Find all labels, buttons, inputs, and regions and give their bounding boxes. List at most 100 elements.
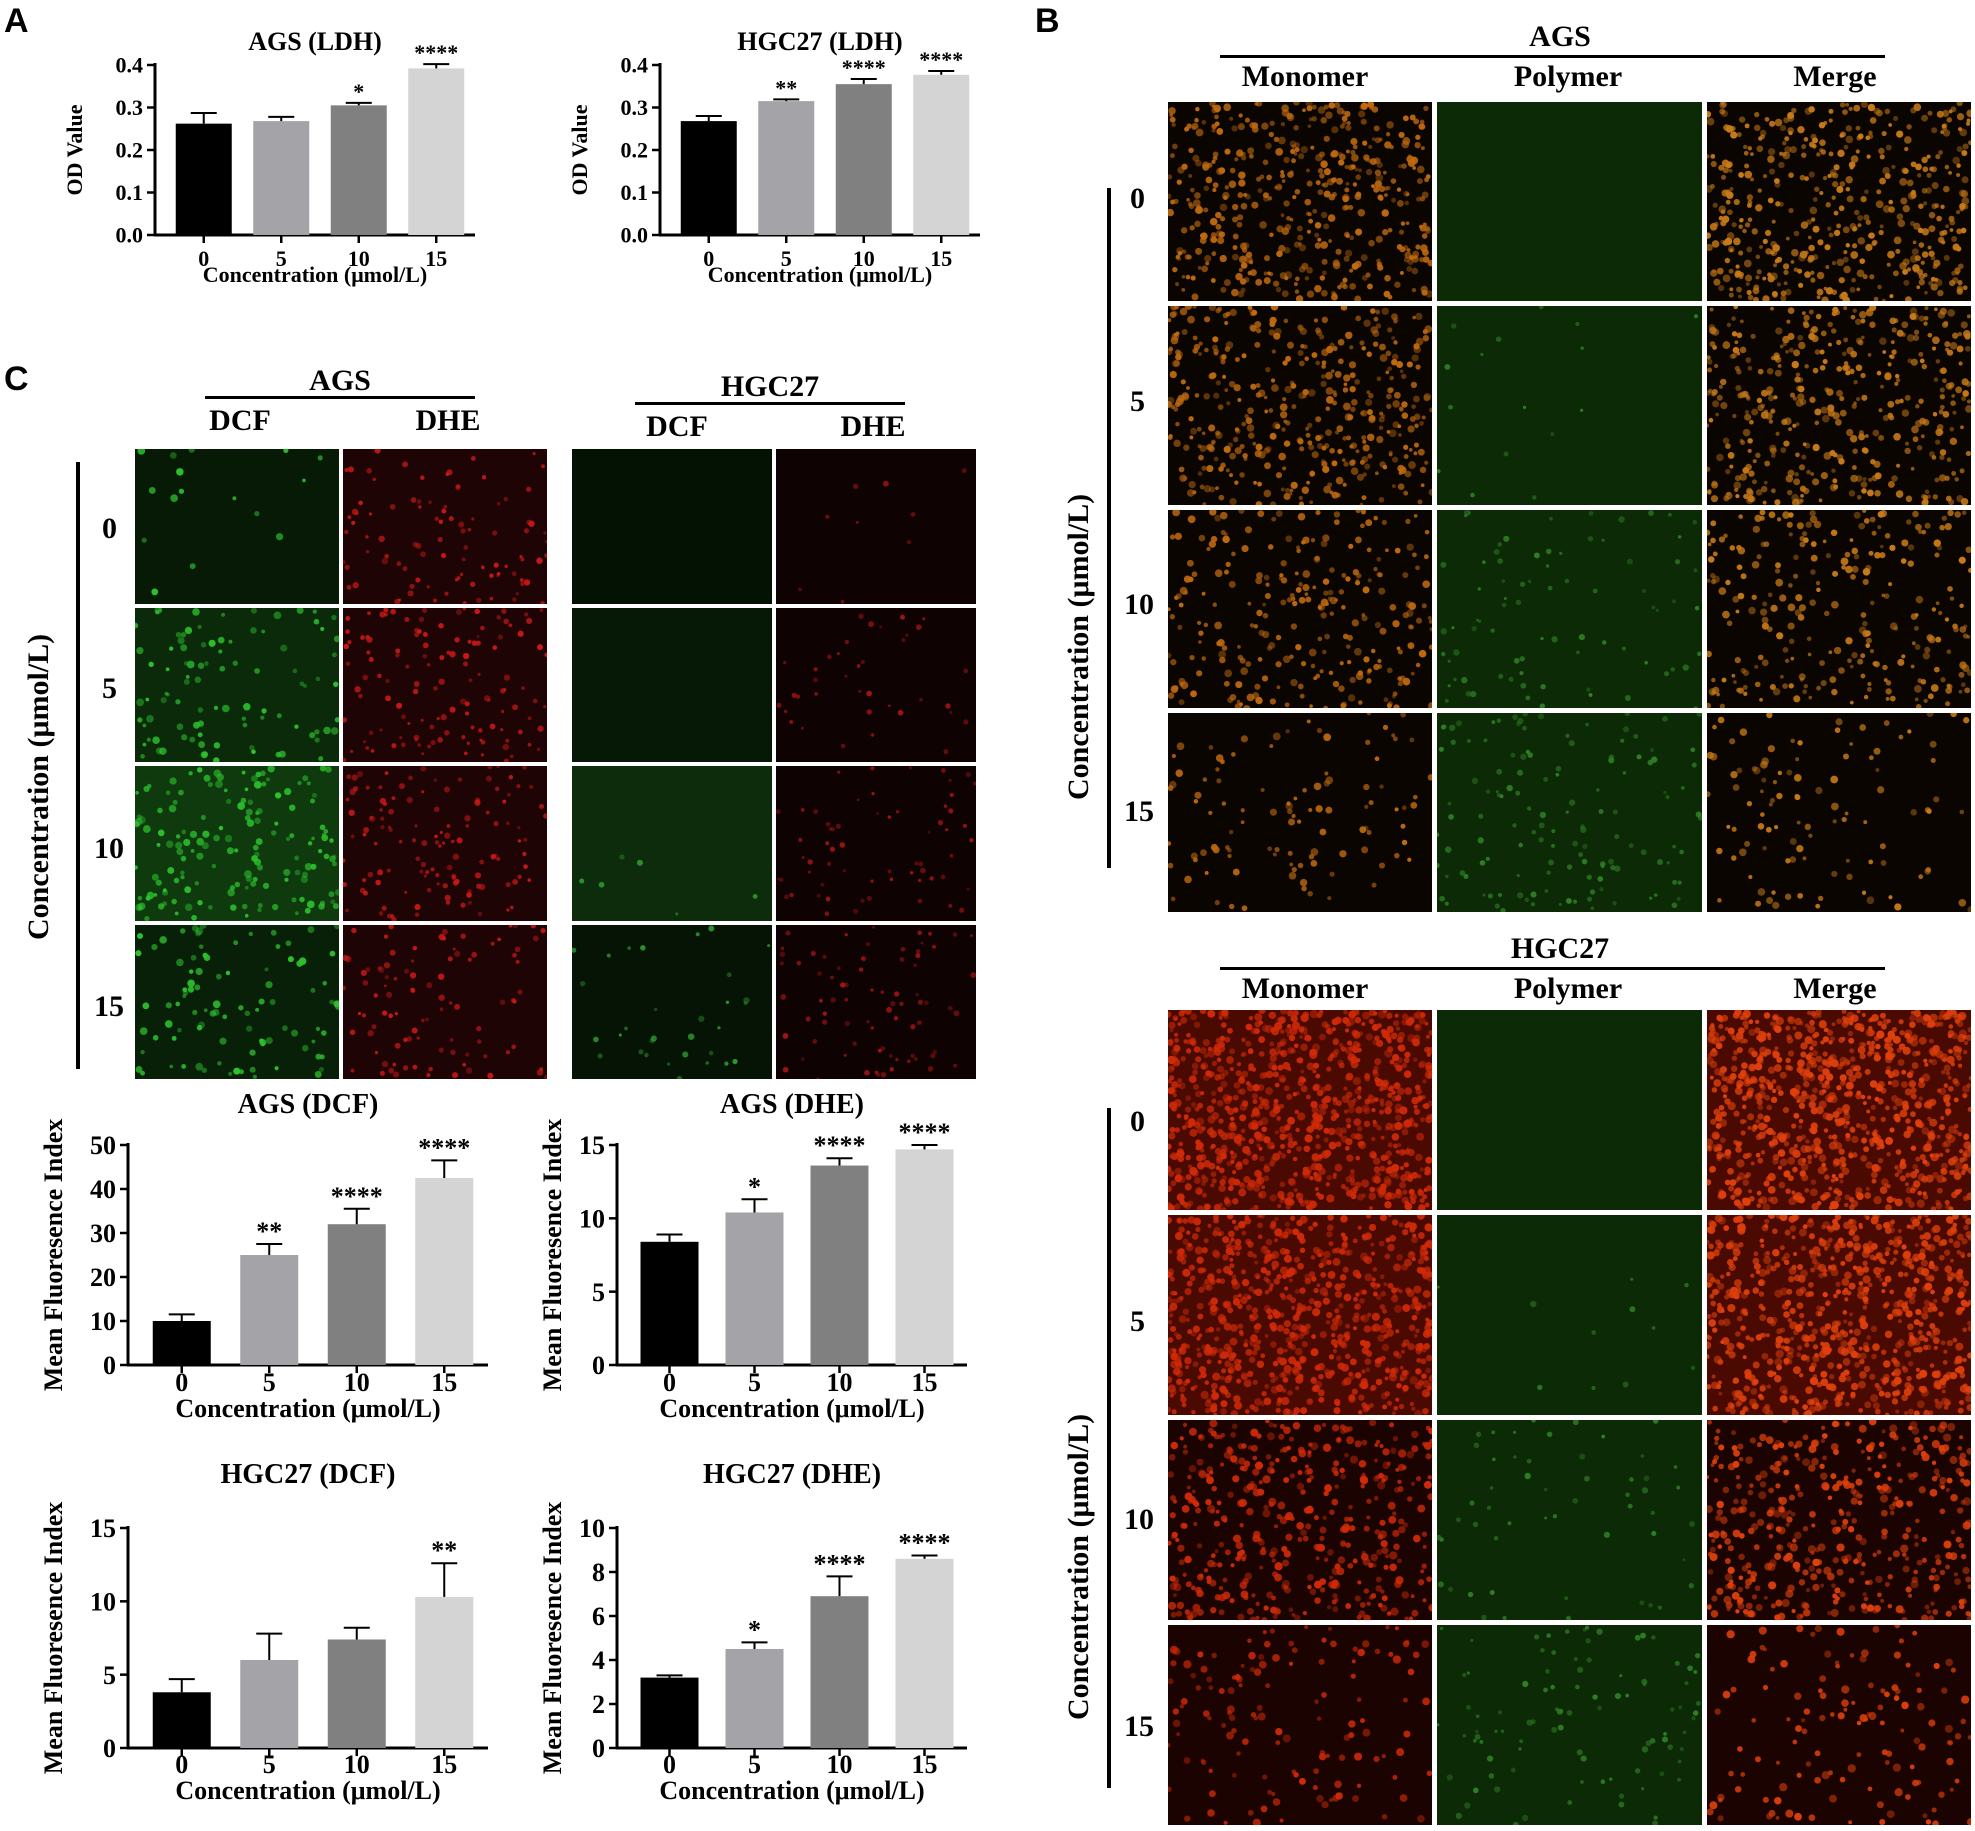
panel-b-hgc27-header-monomer: Monomer (1241, 972, 1369, 1005)
panel-letter-b: B (1035, 2, 1060, 40)
panel-b-hgc27-title: HGC27 (1510, 932, 1610, 965)
y-tick-label: 40 (90, 1175, 116, 1204)
panel-b-ags-header-polymer: Polymer (1513, 60, 1623, 93)
y-tick-label: 0.2 (621, 138, 649, 163)
tile-b-ags-r0-c1 (1437, 102, 1702, 301)
x-tick-label: 15 (930, 246, 952, 271)
chart-title: AGS (DCF) (238, 1089, 379, 1120)
tile-c-hgc-r0-c1 (776, 449, 976, 604)
significance-label: ** (431, 1536, 457, 1565)
y-tick-label: 5 (103, 1661, 116, 1690)
y-tick-label: 30 (90, 1219, 116, 1248)
panel-c-hgc27-header-dhe: DHE (840, 410, 906, 443)
y-tick-label: 0.4 (621, 53, 649, 78)
y-tick-label: 20 (90, 1263, 116, 1292)
tile-b-hgc-r3-c0 (1168, 1625, 1433, 1825)
tile-b-hgc-r1-c2 (1706, 1215, 1971, 1415)
significance-label: **** (414, 40, 458, 65)
x-tick-label: 0 (175, 1750, 188, 1779)
bar-5 (240, 1255, 299, 1365)
tile-c-ags-r1-c0 (135, 607, 339, 762)
tile-c-ags-r1-c1 (343, 607, 547, 762)
tile-b-ags-r1-c0 (1168, 305, 1433, 505)
bar-0 (175, 123, 232, 235)
panel-c-ags-title: AGS (309, 364, 371, 397)
x-tick-label: 0 (198, 246, 209, 271)
x-axis-label: Concentration (μmol/L) (708, 262, 933, 287)
chart-ags-ldh: AGS (LDH) 0.0 0.1 0.2 0.3 0.4 0 5 * 10 **** 15Conce… (62, 27, 475, 287)
significance-label: **** (899, 1529, 951, 1558)
tile-b-ags-r0-c0 (1168, 102, 1433, 301)
bar-10 (327, 1639, 386, 1748)
x-tick-label: 5 (781, 246, 792, 271)
x-tick-label: 15 (912, 1368, 938, 1397)
tile-c-hgc-r1-c0 (572, 607, 772, 762)
significance-label: **** (331, 1182, 383, 1211)
y-axis-label: Mean Fluoresence Index (39, 1119, 68, 1392)
bar-15 (415, 1178, 474, 1365)
bar-15 (415, 1596, 474, 1748)
panel-c-axis-bar (76, 462, 80, 1069)
y-tick-label: 8 (592, 1558, 605, 1587)
tile-b-hgc-r3-c1 (1437, 1625, 1702, 1825)
bar-15 (408, 68, 465, 236)
panel-b-hgc27-axis-bar (1107, 1108, 1111, 1788)
x-tick-label: 10 (344, 1368, 370, 1397)
chart-hgc27-ldh: HGC27 (LDH) 0.0 0.1 0.2 0.3 0.4 0 ** 5 **** 10 ****… (567, 27, 980, 287)
tile-b-hgc-r0-c1 (1437, 1010, 1702, 1210)
panel-c-row-5: 5 (102, 672, 117, 705)
tile-b-ags-r2-c1 (1437, 509, 1702, 709)
bar-0 (680, 121, 737, 235)
tile-c-ags-r0-c0 (135, 449, 339, 604)
panel-b-hgc27-rule (1220, 967, 1885, 970)
panel-b-hgc27-header-merge: Merge (1793, 972, 1877, 1005)
chart-title: AGS (DHE) (720, 1089, 864, 1120)
significance-label: * (748, 1172, 761, 1201)
y-tick-label: 10 (90, 1587, 116, 1616)
panel-b-hgc27-row-5: 5 (1130, 1305, 1145, 1338)
panel-b-hgc27-image-grid (1168, 1010, 1971, 1825)
x-tick-label: 15 (912, 1750, 938, 1779)
tile-b-hgc-r1-c1 (1437, 1215, 1702, 1415)
panel-b-hgc27-row-15: 15 (1124, 1710, 1154, 1743)
tile-c-hgc-r0-c0 (572, 449, 772, 604)
x-axis-label: Concentration (μmol/L) (659, 1776, 924, 1805)
significance-label: ** (256, 1217, 282, 1246)
panel-c-hgc27-rule (635, 402, 905, 405)
tile-b-hgc-r2-c1 (1437, 1420, 1702, 1620)
panel-b-ags-image-grid (1168, 102, 1971, 912)
panel-c-ags-rule (205, 396, 475, 399)
significance-label: **** (814, 1131, 866, 1160)
bar-5 (725, 1649, 784, 1748)
tile-b-hgc-r0-c2 (1706, 1010, 1971, 1210)
bar-10 (810, 1165, 869, 1365)
x-axis-label: Concentration (μmol/L) (659, 1394, 924, 1423)
tile-c-hgc-r2-c1 (776, 766, 976, 921)
tile-c-ags-r3-c0 (135, 924, 339, 1079)
chart-title: HGC27 (LDH) (737, 27, 902, 56)
panel-b-ags-row-0: 0 (1130, 182, 1145, 215)
tile-b-ags-r2-c0 (1168, 509, 1433, 709)
y-tick-label: 10 (579, 1514, 605, 1543)
panel-b-hgc27-header-polymer: Polymer (1513, 972, 1623, 1005)
y-tick-label: 0 (103, 1734, 116, 1763)
panel-b-ags-row-15: 15 (1124, 795, 1154, 828)
panel-b-ags-axis-bar (1107, 188, 1111, 868)
panel-b-ags-y-label: Concentration (μmol/L) (1062, 493, 1095, 800)
tile-b-hgc-r0-c0 (1168, 1010, 1433, 1210)
significance-label: **** (899, 1118, 951, 1147)
x-tick-label: 10 (853, 246, 875, 271)
chart-title: HGC27 (DCF) (221, 1459, 396, 1490)
bar-0 (152, 1692, 211, 1748)
y-tick-label: 15 (579, 1131, 605, 1160)
bar-5 (725, 1212, 784, 1365)
tile-b-ags-r3-c0 (1168, 713, 1433, 912)
bar-0 (640, 1241, 699, 1365)
bar-0 (152, 1321, 211, 1365)
tile-b-hgc-r1-c0 (1168, 1215, 1433, 1415)
significance-label: * (748, 1615, 761, 1644)
panel-c-ags-image-grid (135, 449, 547, 1079)
tile-b-hgc-r2-c2 (1706, 1420, 1971, 1620)
x-tick-label: 15 (425, 246, 447, 271)
